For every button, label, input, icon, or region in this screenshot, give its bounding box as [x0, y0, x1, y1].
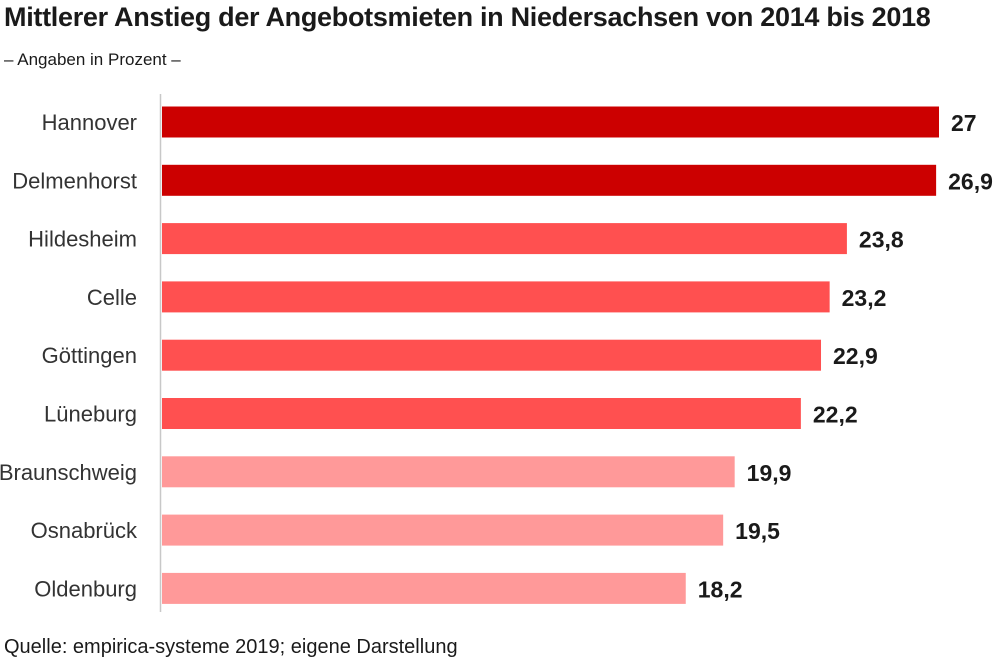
bar: [162, 514, 724, 546]
chart-title: Mittlerer Anstieg der Angebotsmieten in …: [4, 2, 931, 32]
bar: [162, 164, 937, 196]
bar: [162, 223, 847, 255]
category-label: Oldenburg: [34, 576, 137, 601]
source-note: Quelle: empirica-systeme 2019; eigene Da…: [4, 636, 458, 658]
value-label: 22,9: [833, 343, 878, 369]
category-label: Göttingen: [42, 343, 137, 368]
category-label: Lüneburg: [44, 402, 137, 427]
category-label: Braunschweig: [0, 460, 137, 485]
bar: [162, 339, 822, 371]
chart-subtitle: – Angaben in Prozent –: [4, 50, 181, 69]
value-label: 23,2: [842, 285, 887, 311]
category-label: Hildesheim: [28, 227, 137, 252]
bar: [162, 456, 735, 488]
value-label: 22,2: [813, 402, 858, 428]
bar: [162, 398, 801, 429]
value-label: 23,8: [859, 227, 904, 253]
bar: [162, 572, 686, 604]
value-label: 18,2: [698, 576, 743, 602]
value-label: 19,5: [735, 518, 780, 544]
bar: [162, 106, 939, 138]
value-label: 27: [951, 110, 977, 136]
bar: [162, 281, 830, 313]
value-label: 26,9: [948, 168, 993, 194]
category-label: Delmenhorst: [12, 168, 137, 193]
category-label: Osnabrück: [31, 518, 138, 543]
category-label: Celle: [87, 285, 137, 310]
category-label: Hannover: [42, 110, 137, 135]
value-label: 19,9: [747, 460, 792, 486]
